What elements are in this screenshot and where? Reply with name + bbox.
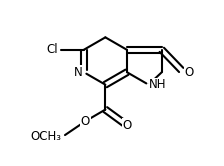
Text: O: O	[122, 119, 131, 132]
Text: N: N	[74, 66, 83, 79]
Text: O: O	[184, 66, 194, 79]
Text: NH: NH	[149, 78, 167, 91]
Text: Cl: Cl	[46, 43, 58, 56]
Text: O: O	[81, 115, 90, 128]
Text: OCH₃: OCH₃	[30, 130, 61, 143]
